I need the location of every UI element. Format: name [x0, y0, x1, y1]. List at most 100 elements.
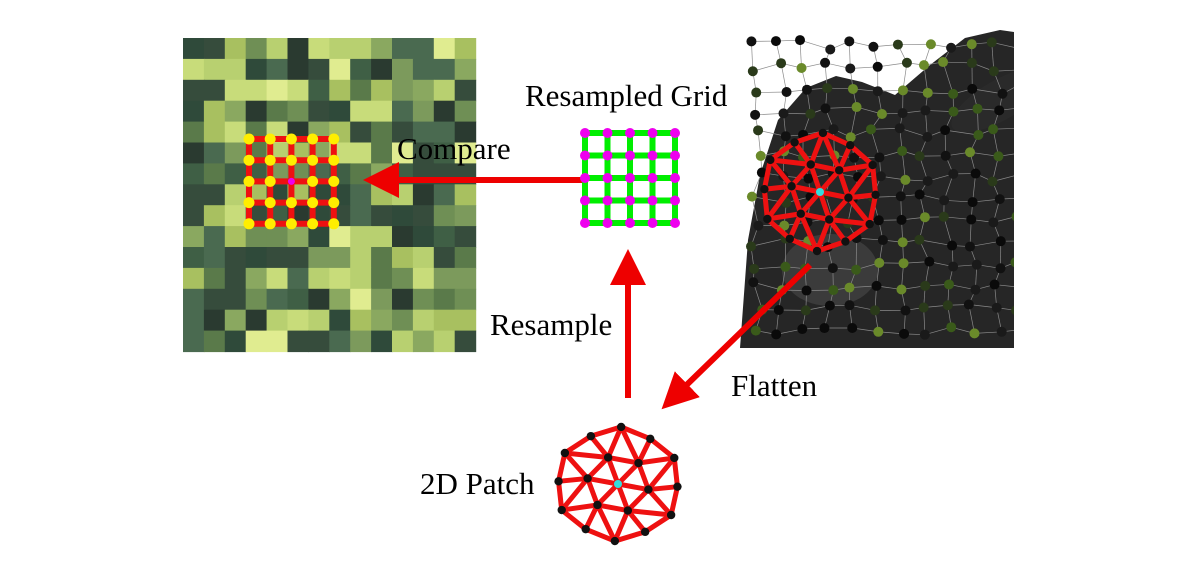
- texture-grid-node: [244, 197, 255, 208]
- surface-patch-edge: [764, 189, 767, 219]
- 2d-patch-vertex: [604, 453, 612, 461]
- resample-label: Resample: [490, 309, 612, 340]
- texture-pixel: [392, 184, 414, 206]
- mesh-vertex: [987, 37, 997, 47]
- texture-pixel: [455, 184, 477, 206]
- mesh-vertex: [801, 305, 811, 315]
- flatten-label: Flatten: [731, 370, 817, 401]
- texture-pixel: [308, 247, 330, 269]
- mesh-vertex: [874, 215, 884, 225]
- texture-pixel: [288, 268, 310, 290]
- mesh-vertex: [1018, 123, 1028, 133]
- 2d-patch-edge: [645, 515, 671, 532]
- texture-pixel: [267, 80, 289, 102]
- mesh-vertex: [964, 300, 974, 310]
- 2d-patch-edge: [650, 439, 674, 458]
- surface-patch-vertex: [871, 191, 879, 199]
- mesh-vertex: [820, 58, 830, 68]
- resampled-grid-node: [580, 218, 590, 228]
- mesh-vertex: [914, 235, 924, 245]
- texture-pixel: [434, 289, 456, 311]
- texture-pixel: [308, 310, 330, 332]
- texture-pixel: [246, 226, 268, 248]
- mesh-vertex: [825, 301, 835, 311]
- texture-pixel: [204, 143, 226, 165]
- texture-pixel: [267, 247, 289, 269]
- mesh-vertex: [748, 277, 758, 287]
- mesh-vertex: [819, 323, 829, 333]
- resampled-grid-node: [670, 218, 680, 228]
- texture-pixel: [392, 331, 414, 353]
- texture-pixel: [455, 289, 477, 311]
- texture-pixel: [225, 184, 247, 206]
- mesh-vertex: [997, 327, 1007, 337]
- texture-grid-node: [328, 155, 339, 166]
- mesh-vertex: [988, 176, 998, 186]
- texture-pixel: [350, 122, 372, 144]
- mesh-vertex: [896, 285, 906, 295]
- texture-pixel: [434, 226, 456, 248]
- mesh-vertex: [967, 39, 977, 49]
- texture-pixel: [329, 310, 351, 332]
- mesh-vertex: [947, 241, 957, 251]
- texture-pixel: [455, 268, 477, 290]
- texture-grid-node: [328, 197, 339, 208]
- texture-pixel: [350, 38, 372, 60]
- 2d-patch-vertex: [587, 432, 595, 440]
- mesh-vertex: [941, 151, 951, 161]
- mesh-vertex: [897, 215, 907, 225]
- mesh-vertex: [847, 323, 857, 333]
- texture-pixel: [350, 226, 372, 248]
- texture-pixel: [288, 289, 310, 311]
- texture-pixel: [183, 143, 205, 165]
- resampled-grid-node: [603, 151, 613, 161]
- texture-pixel: [434, 38, 456, 60]
- mesh-vertex: [866, 124, 876, 134]
- texture-pixel: [392, 205, 414, 227]
- mesh-vertex: [870, 305, 880, 315]
- mesh-edge: [1016, 241, 1021, 262]
- texture-pixel: [308, 101, 330, 123]
- texture-pixel: [455, 38, 477, 60]
- mesh-vertex: [939, 195, 949, 205]
- texture-image: [183, 38, 476, 352]
- mesh-vertex: [802, 85, 812, 95]
- mesh-vertex: [873, 86, 883, 96]
- texture-grid-node: [265, 155, 276, 166]
- texture-pixel: [308, 80, 330, 102]
- texture-pixel: [204, 247, 226, 269]
- texture-pixel: [434, 184, 456, 206]
- mesh-vertex: [1012, 212, 1022, 222]
- mesh-vertex: [967, 58, 977, 68]
- surface-patch-vertex: [844, 194, 852, 202]
- texture-pixel: [329, 38, 351, 60]
- mesh-edge: [1020, 108, 1023, 128]
- texture-grid-node: [307, 155, 318, 166]
- texture-pixel: [350, 247, 372, 269]
- texture-pixel: [183, 101, 205, 123]
- texture-pixel: [183, 247, 205, 269]
- mesh-vertex: [896, 191, 906, 201]
- mesh-edge: [1016, 262, 1023, 287]
- texture-pixel: [246, 80, 268, 102]
- texture-pixel: [225, 331, 247, 353]
- mesh-vertex: [852, 102, 862, 112]
- texture-pixel: [308, 226, 330, 248]
- mesh-vertex: [802, 286, 812, 296]
- texture-pixel: [455, 226, 477, 248]
- surface-patch-vertex: [763, 215, 771, 223]
- texture-pixel: [225, 226, 247, 248]
- texture-pixel: [455, 247, 477, 269]
- mesh-vertex: [924, 257, 934, 267]
- mesh-vertex: [1014, 80, 1024, 90]
- texture-pixel: [371, 101, 393, 123]
- mesh-vertex: [845, 300, 855, 310]
- 2d-patch-edge: [562, 510, 586, 529]
- surface-patch-vertex: [825, 215, 833, 223]
- surface-patch-vertex: [766, 156, 774, 164]
- texture-pixel: [434, 331, 456, 353]
- mesh-vertex: [993, 151, 1003, 161]
- texture-pixel: [434, 310, 456, 332]
- texture-grid-node: [265, 197, 276, 208]
- mesh-vertex: [948, 89, 958, 99]
